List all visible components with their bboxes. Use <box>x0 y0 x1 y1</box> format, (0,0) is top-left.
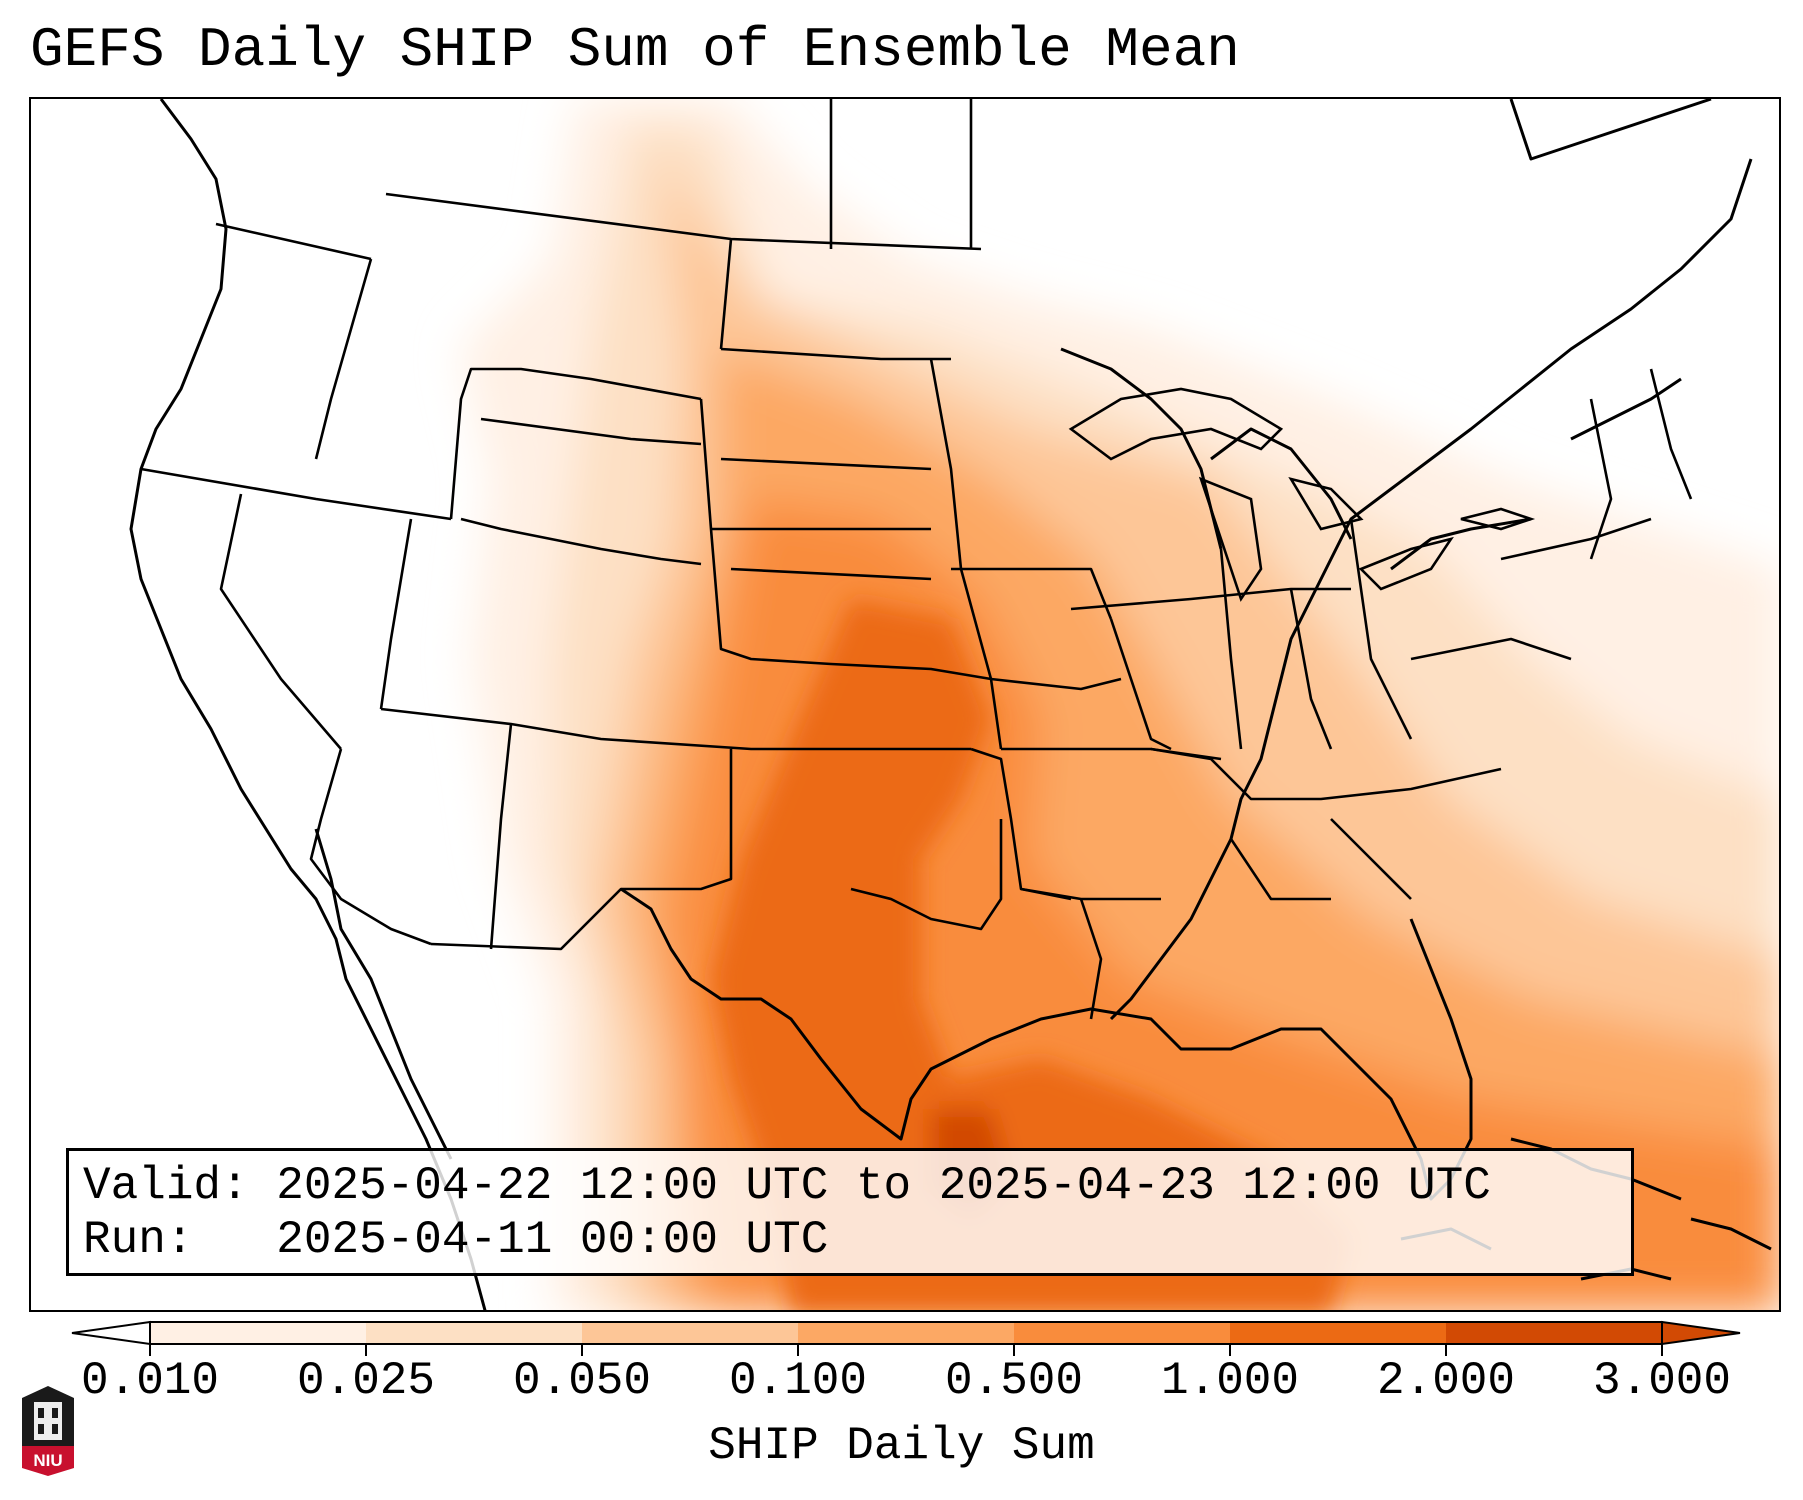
run-label: Run: <box>83 1214 194 1266</box>
valid-value: 2025-04-22 12:00 UTC to 2025-04-23 12:00… <box>276 1160 1491 1212</box>
valid-label: Valid: <box>83 1160 249 1212</box>
colorbar-tick-label: 0.050 <box>512 1355 652 1407</box>
colorbar-tick-label: 0.100 <box>728 1355 868 1407</box>
run-value: 2025-04-11 00:00 UTC <box>276 1214 829 1266</box>
colorbar-tick-label: 0.500 <box>944 1355 1084 1407</box>
state-borders <box>140 99 1693 1020</box>
niu-logo-icon: NIU <box>18 1384 78 1478</box>
colorbar-segment <box>798 1322 1015 1344</box>
colorbar-segment <box>1230 1322 1447 1344</box>
map-canvas <box>129 99 1779 1310</box>
great-lakes <box>1068 387 1536 602</box>
colorbar-extend-low <box>71 1320 151 1346</box>
colorbar-outline <box>149 1321 1663 1345</box>
map-title: GEFS Daily SHIP Sum of Ensemble Mean <box>30 18 1240 82</box>
colorbar-extend-high <box>1661 1320 1741 1346</box>
colorbar-tick-label: 1.000 <box>1160 1355 1300 1407</box>
valid-run-box: Valid: 2025-04-22 12:00 UTC to 2025-04-2… <box>66 1148 1634 1276</box>
colorbar-tick-label: 3.000 <box>1592 1355 1732 1407</box>
niu-logo-text: NIU <box>33 1451 62 1470</box>
colorbar-segment <box>150 1322 367 1344</box>
colorbar-label: SHIP Daily Sum <box>708 1420 1095 1472</box>
ship-shading <box>461 99 1779 1310</box>
colorbar <box>71 1320 1741 1356</box>
colorbar-tick-label: 0.025 <box>296 1355 436 1407</box>
colorbar-segment <box>1014 1322 1231 1344</box>
colorbar-tick-label: 2.000 <box>1376 1355 1516 1407</box>
colorbar-tick-label: 0.010 <box>80 1355 220 1407</box>
colorbar-segment <box>366 1322 583 1344</box>
colorbar-segment <box>582 1322 799 1344</box>
colorbar-segment <box>1446 1322 1663 1344</box>
map-panel <box>29 97 1781 1312</box>
